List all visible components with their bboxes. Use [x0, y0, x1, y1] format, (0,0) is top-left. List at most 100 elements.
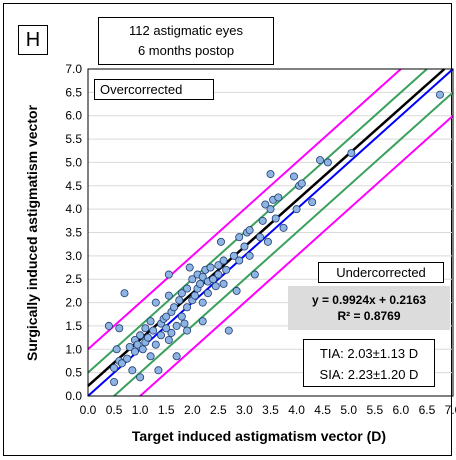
- data-point: [206, 263, 215, 272]
- data-point: [162, 324, 171, 333]
- data-point: [136, 373, 145, 382]
- tia-stat: TIA: 2.03±1.13 D: [319, 346, 419, 361]
- y-tick-label: 1.0: [65, 342, 82, 356]
- chart-title-box: 112 astigmatic eyes 6 months postop: [98, 17, 274, 65]
- data-point: [214, 270, 223, 279]
- chart-title-line-2: 6 months postop: [137, 43, 235, 58]
- data-point: [245, 226, 254, 235]
- data-point: [183, 303, 192, 312]
- x-tick-label: 2.5: [210, 403, 227, 417]
- data-point: [232, 286, 241, 295]
- data-point: [164, 291, 173, 300]
- data-point: [308, 198, 317, 207]
- data-point: [198, 298, 207, 307]
- plot-area-border: [87, 68, 454, 397]
- data-point: [151, 298, 160, 307]
- x-tick-labels: 0.0 0.5 1.0 1.5 2.0 2.5 3.0 3.5 4.0 4.5 5.0 5.5 6.0 6…: [80, 403, 456, 417]
- data-point: [224, 326, 233, 335]
- data-point: [138, 345, 147, 354]
- data-point: [143, 333, 152, 342]
- data-point: [183, 326, 192, 335]
- data-point: [222, 265, 231, 274]
- data-point: [250, 270, 259, 279]
- data-point: [271, 214, 280, 223]
- y-tick-label: 2.5: [65, 272, 82, 286]
- x-tick-label: 4.0: [288, 403, 305, 417]
- data-point: [172, 321, 181, 330]
- y-tick-label: 4.0: [65, 202, 82, 216]
- data-point: [149, 326, 158, 335]
- data-point: [196, 279, 205, 288]
- sia-stat: SIA: 2.23±1.20 D: [319, 367, 419, 382]
- data-point: [209, 275, 218, 284]
- x-tick-label: 2.0: [184, 403, 201, 417]
- data-point: [130, 347, 139, 356]
- data-point: [180, 319, 189, 328]
- x-tick-label: 0.5: [106, 403, 123, 417]
- x-tick-label: 1.5: [158, 403, 175, 417]
- data-point: [240, 242, 249, 251]
- x-tick-label: 0.0: [80, 403, 97, 417]
- data-point: [203, 289, 212, 298]
- data-point: [112, 345, 121, 354]
- data-point: [167, 328, 176, 337]
- y-axis-title: Surgically induced astigmatism vector: [24, 104, 40, 361]
- data-point: [141, 324, 150, 333]
- data-point: [279, 223, 288, 232]
- x-tick-label: 7.0: [445, 403, 456, 417]
- data-point: [235, 233, 244, 242]
- data-point: [297, 179, 306, 188]
- data-point: [177, 289, 186, 298]
- data-point: [347, 149, 356, 158]
- summary-stats-box: TIA: 2.03±1.13 D SIA: 2.23±1.20 D: [303, 339, 435, 387]
- data-point: [156, 331, 165, 340]
- regression-equation-box: y = 0.9924x + 0.2163 R² = 0.8769: [288, 286, 450, 330]
- figure-frame: [3, 3, 452, 456]
- data-point: [172, 352, 181, 361]
- x-tick-label: 5.5: [366, 403, 383, 417]
- y-tick-label: 7.0: [65, 62, 82, 76]
- data-point: [274, 193, 283, 202]
- panel-letter: H: [18, 25, 48, 55]
- data-point: [292, 205, 301, 214]
- data-point: [154, 366, 163, 375]
- data-point: [211, 282, 220, 291]
- x-tick-label: 3.0: [236, 403, 253, 417]
- data-point: [170, 303, 179, 312]
- y-tick-label: 2.0: [65, 296, 82, 310]
- y-tick-label: 5.0: [65, 155, 82, 169]
- reference-line-plus-0.5D: [87, 68, 428, 374]
- data-point: [188, 275, 197, 284]
- data-point: [261, 200, 270, 209]
- data-point: [258, 216, 267, 225]
- data-point: [219, 279, 228, 288]
- data-point: [185, 263, 194, 272]
- reference-line-plus-1.0D: [87, 68, 402, 351]
- data-point: [435, 90, 444, 99]
- x-axis-title: Target induced astigmatism vector (D): [132, 428, 386, 444]
- y-tick-label: 4.5: [65, 179, 82, 193]
- overcorrected-label: Overcorrected: [94, 79, 214, 100]
- y-tick-label: 3.5: [65, 226, 82, 240]
- data-point: [151, 340, 160, 349]
- y-tick-label: 3.0: [65, 249, 82, 263]
- x-tick-label: 4.5: [314, 403, 331, 417]
- data-point: [146, 352, 155, 361]
- data-point: [162, 312, 171, 321]
- x-tick-label: 3.5: [262, 403, 279, 417]
- reference-line-minus-1.0D: [139, 114, 454, 397]
- chart-title-line-1: 112 astigmatic eyes: [129, 23, 243, 38]
- y-tick-labels: 0.0 0.5 1.0 1.5 2.0 2.5 3.0 3.5 4.0 4.5 5.0 5.5 6.0 6…: [65, 62, 82, 403]
- data-point: [289, 172, 298, 181]
- x-tick-label: 6.5: [419, 403, 436, 417]
- regression-equation: y = 0.9924x + 0.2163: [311, 293, 427, 307]
- data-point: [128, 366, 137, 375]
- data-point: [256, 233, 265, 242]
- data-point: [117, 359, 126, 368]
- data-point: [110, 363, 119, 372]
- y-tick-label: 1.5: [65, 319, 82, 333]
- data-point: [263, 237, 272, 246]
- data-point: [235, 256, 244, 265]
- data-point: [133, 340, 142, 349]
